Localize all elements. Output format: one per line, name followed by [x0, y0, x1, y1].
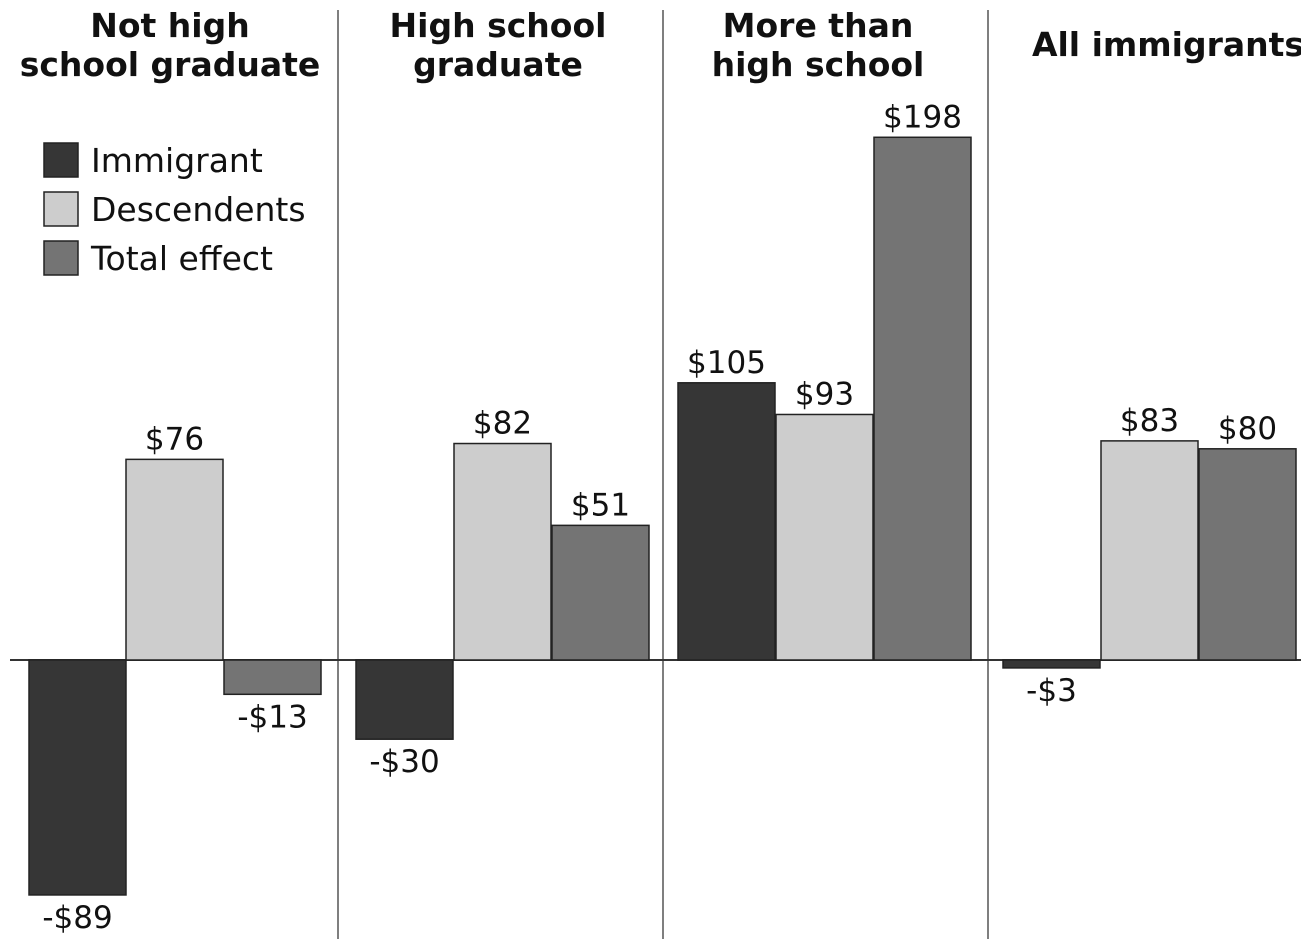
- bar-immigrant: [677, 382, 776, 661]
- bar-total-effect: [551, 524, 650, 661]
- panel-title: High school graduate: [390, 6, 607, 84]
- bar-descendents: [453, 442, 552, 661]
- panel-titles: Not high school graduate High school gradua…: [20, 6, 1301, 84]
- legend-swatch: [43, 191, 79, 227]
- legend-label: Immigrant: [91, 141, 263, 180]
- bar-value-label: -$3: [1026, 673, 1077, 709]
- panel-title: Not high school graduate: [20, 6, 321, 84]
- bar-value-label: $198: [883, 99, 962, 135]
- panel-dividers: [337, 10, 989, 939]
- bar-total-effect: [223, 659, 322, 696]
- legend-swatch: [43, 142, 79, 178]
- bar-total-effect: [873, 136, 972, 661]
- bar-labels: -$89 $76 -$13 -$30 $82 $51 $105 $93 $198 -$3 $83 $8…: [42, 99, 1277, 936]
- legend: Immigrant Descendents Total effect: [43, 141, 306, 278]
- bar-immigrant: [28, 659, 127, 896]
- bar-value-label: $80: [1218, 411, 1277, 447]
- bar-value-label: $105: [687, 345, 766, 381]
- bar-descendents: [125, 458, 224, 661]
- bar-value-label: $76: [145, 421, 204, 457]
- bar-value-label: $51: [571, 487, 630, 523]
- legend-label: Descendents: [91, 190, 306, 229]
- panel-title: More than high school: [712, 6, 925, 84]
- bar-value-label: $93: [795, 376, 854, 412]
- bar-immigrant: [355, 659, 454, 740]
- panel-title: All immigrants: [1032, 25, 1301, 64]
- bars: [28, 136, 1297, 896]
- bar-value-label: -$89: [42, 900, 112, 936]
- bar-immigrant: [1002, 659, 1101, 669]
- legend-swatch: [43, 240, 79, 276]
- bar-descendents: [775, 413, 874, 661]
- bar-value-label: $82: [473, 406, 532, 442]
- legend-label: Total effect: [90, 239, 273, 278]
- bar-value-label: $83: [1120, 403, 1179, 439]
- bar-total-effect: [1198, 448, 1297, 661]
- bar-descendents: [1100, 440, 1199, 661]
- bar-value-label: -$13: [237, 699, 307, 735]
- bar-value-label: -$30: [369, 744, 439, 780]
